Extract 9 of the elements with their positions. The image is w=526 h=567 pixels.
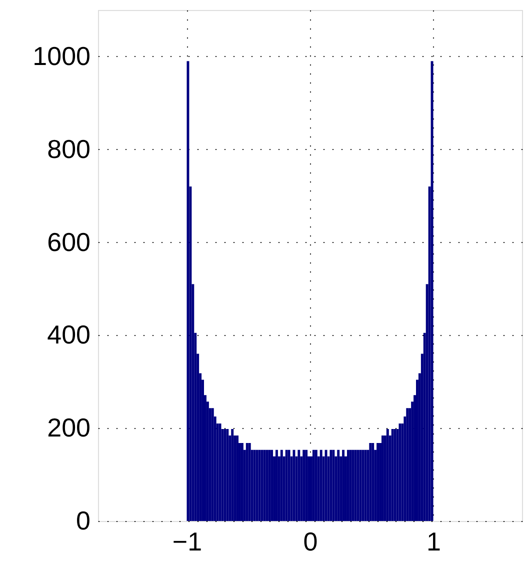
x-tick-label: 1 (426, 526, 441, 556)
y-tick-label: 600 (47, 226, 90, 257)
x-tick-label: 0 (303, 526, 318, 556)
y-tick-label: 0 (76, 506, 90, 536)
y-tick-label: 200 (47, 412, 90, 443)
y-tick-label: 400 (47, 320, 90, 350)
x-tick-label: −1 (172, 526, 202, 556)
y-tick-label: 800 (47, 134, 90, 164)
y-tick-label: 1000 (32, 40, 90, 71)
